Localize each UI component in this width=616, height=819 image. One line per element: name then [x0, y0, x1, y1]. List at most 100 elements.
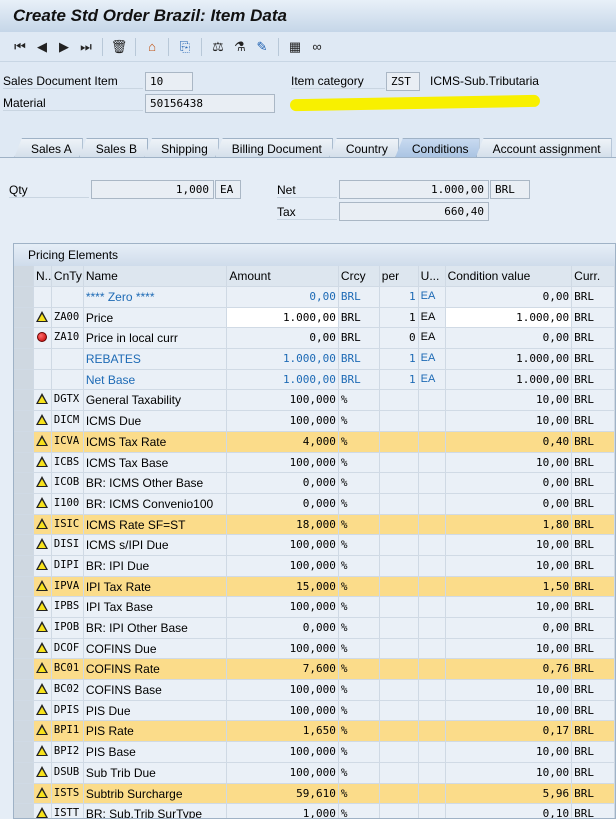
row-selector[interactable]: [14, 680, 34, 700]
warning-icon[interactable]: [36, 621, 49, 632]
table-row[interactable]: ISIC ICMS Rate SF=ST 18,000% 1,80 BRL: [14, 514, 615, 536]
warning-icon[interactable]: [36, 310, 49, 322]
cell-amount[interactable]: 100,000: [227, 452, 339, 473]
cell-condition-value[interactable]: 0,00: [446, 493, 573, 514]
cell-condition-value[interactable]: 10,00: [446, 411, 573, 431]
cell-amount[interactable]: 100,000: [227, 535, 339, 555]
table-row[interactable]: ICVA ICMS Tax Rate 4,000% 0,40 BRL: [14, 431, 615, 453]
col-header-crcy[interactable]: Crcy: [339, 266, 380, 286]
warning-icon[interactable]: [36, 434, 49, 446]
row-selector[interactable]: [14, 493, 34, 514]
warning-icon[interactable]: [36, 600, 49, 612]
table-row[interactable]: BPI2 PIS Base 100,000% 10,00 BRL: [14, 742, 615, 763]
cell-amount[interactable]: 100,000: [227, 411, 339, 431]
row-selector[interactable]: [14, 390, 34, 411]
cell-amount[interactable]: 1,000: [227, 804, 339, 818]
row-selector[interactable]: [14, 555, 34, 576]
col-header-cnty[interactable]: CnTy: [52, 266, 84, 286]
cell-amount[interactable]: 4,000: [227, 431, 339, 452]
first-item-icon[interactable]: ⏮: [14, 38, 26, 54]
row-selector[interactable]: [14, 307, 34, 328]
warning-icon[interactable]: [36, 683, 49, 695]
cell-amount[interactable]: 100,000: [227, 742, 339, 762]
status-icon[interactable]: ⚗: [234, 38, 246, 54]
table-row[interactable]: REBATES 1.000,00 BRL 1 EA 1.000,00 BRL: [14, 349, 615, 370]
tab-country[interactable]: Country: [328, 138, 399, 158]
table-row[interactable]: ICOB BR: ICMS Other Base 0,000% 0,00 BRL: [14, 473, 615, 494]
cell-condition-value[interactable]: 0,00: [446, 618, 573, 638]
pricing-analysis-icon[interactable]: ⚖: [212, 38, 224, 54]
warning-icon[interactable]: [36, 538, 49, 550]
cell-condition-value[interactable]: 10,00: [446, 742, 573, 762]
table-row[interactable]: ZA10 Price in local curr 0,00 BRL 0 EA 0,00 BRL: [14, 328, 615, 350]
warning-icon[interactable]: [36, 414, 49, 426]
cell-amount[interactable]: 15,000: [227, 576, 339, 597]
header-icon[interactable]: ⌂: [148, 39, 156, 54]
cell-condition-value[interactable]: 10,00: [446, 700, 573, 721]
warning-icon[interactable]: [36, 579, 49, 591]
warning-icon[interactable]: [36, 641, 49, 653]
tab-conditions[interactable]: Conditions: [394, 138, 480, 158]
col-header-n[interactable]: N..: [34, 266, 52, 286]
warning-icon[interactable]: [36, 496, 49, 508]
cell-amount[interactable]: 100,000: [227, 555, 339, 576]
row-selector[interactable]: [14, 804, 34, 818]
row-selector[interactable]: [14, 287, 34, 307]
cell-condition-value[interactable]: 1,50: [446, 576, 573, 597]
warning-icon[interactable]: [36, 393, 49, 405]
cell-amount[interactable]: 0,00: [227, 287, 339, 307]
cell-amount[interactable]: 1.000,00: [227, 369, 339, 390]
delete-icon[interactable]: 🗑: [110, 38, 128, 54]
cell-amount[interactable]: 1.000,00: [227, 307, 339, 328]
warning-icon[interactable]: [36, 662, 49, 674]
table-row[interactable]: DIPI BR: IPI Due 100,000% 10,00 BRL: [14, 555, 615, 577]
col-header-per[interactable]: per: [380, 266, 419, 286]
warning-icon[interactable]: [36, 765, 49, 777]
col-header-curr[interactable]: Curr.: [572, 266, 615, 286]
cell-condition-value[interactable]: 0,17: [446, 721, 573, 742]
cell-condition-value[interactable]: 0,40: [446, 431, 573, 452]
item-category-field[interactable]: ZST: [386, 72, 420, 91]
table-row[interactable]: DGTX General Taxability 100,000% 10,00 BRL: [14, 390, 615, 412]
cell-condition-value[interactable]: 10,00: [446, 452, 573, 473]
calculator-icon[interactable]: ▦: [288, 38, 302, 54]
warning-icon[interactable]: [36, 807, 49, 818]
warning-icon[interactable]: [36, 724, 49, 736]
tab-sales-a[interactable]: Sales A: [14, 138, 83, 158]
row-selector[interactable]: [14, 473, 34, 493]
cell-amount[interactable]: 7,600: [227, 659, 339, 680]
table-row[interactable]: BC01 COFINS Rate 7,600% 0,76 BRL: [14, 659, 615, 681]
row-selector[interactable]: [14, 618, 34, 638]
error-icon[interactable]: [37, 332, 48, 343]
cell-amount[interactable]: 0,000: [227, 493, 339, 514]
cell-amount[interactable]: 59,610: [227, 783, 339, 804]
table-row[interactable]: DPIS PIS Due 100,000% 10,00 BRL: [14, 700, 615, 722]
col-header-name[interactable]: Name: [84, 266, 228, 286]
row-selector[interactable]: [14, 783, 34, 804]
warning-icon[interactable]: [36, 703, 49, 715]
cell-condition-value[interactable]: 10,00: [446, 597, 573, 617]
table-row[interactable]: DISI ICMS s/IPI Due 100,000% 10,00 BRL: [14, 535, 615, 556]
row-selector[interactable]: [14, 411, 34, 431]
tab-shipping[interactable]: Shipping: [144, 138, 219, 158]
table-row[interactable]: DICM ICMS Due 100,000% 10,00 BRL: [14, 411, 615, 432]
cell-amount[interactable]: 100,000: [227, 762, 339, 783]
tab-account-assignment[interactable]: Account assignment: [475, 138, 612, 158]
cell-amount[interactable]: 0,000: [227, 473, 339, 493]
cell-condition-value[interactable]: 0,00: [446, 473, 573, 493]
cell-amount[interactable]: 100,000: [227, 700, 339, 721]
cell-condition-value[interactable]: 10,00: [446, 555, 573, 576]
document-flow-icon[interactable]: ⎘: [179, 38, 191, 54]
warning-icon[interactable]: [36, 476, 49, 488]
cell-condition-value[interactable]: 0,76: [446, 659, 573, 680]
cell-condition-value[interactable]: 1.000,00: [446, 369, 573, 390]
cell-amount[interactable]: 0,00: [227, 328, 339, 349]
table-row[interactable]: ISTT BR: Sub.Trib SurType 1,000% 0,10 BRL: [14, 804, 615, 818]
table-row[interactable]: IPOB BR: IPI Other Base 0,000% 0,00 BRL: [14, 618, 615, 639]
table-row[interactable]: DSUB Sub Trib Due 100,000% 10,00 BRL: [14, 762, 615, 784]
cell-condition-value[interactable]: 10,00: [446, 638, 573, 659]
cell-amount[interactable]: 100,000: [227, 597, 339, 617]
cell-condition-value[interactable]: 0,00: [446, 328, 573, 349]
glasses-icon[interactable]: ∞: [312, 39, 322, 54]
row-selector[interactable]: [14, 535, 34, 555]
